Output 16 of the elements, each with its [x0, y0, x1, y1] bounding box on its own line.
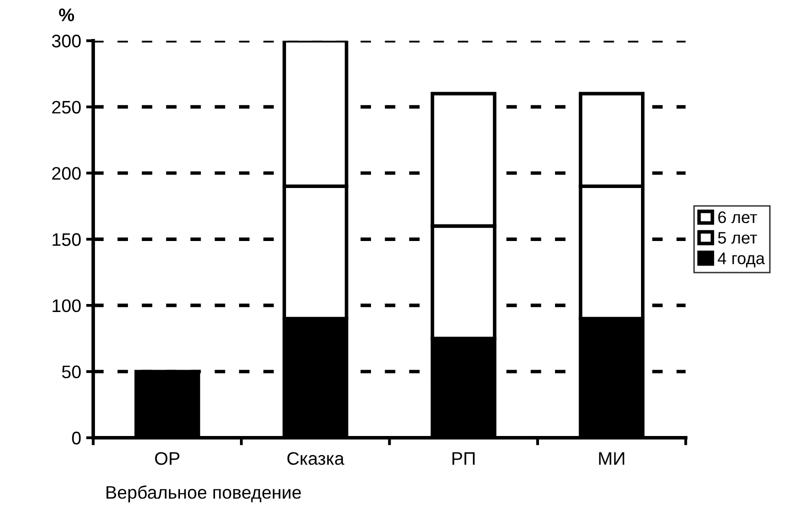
- y-tick-label: 0: [72, 432, 81, 444]
- legend-label: 4 года: [718, 252, 765, 268]
- x-axis-title: Вербальное поведение: [106, 485, 301, 502]
- y-tick-label: 200: [52, 166, 81, 180]
- legend-label: 5 лет: [718, 232, 758, 244]
- y-tick-label: 300: [52, 34, 81, 48]
- x-tick-label: РП: [452, 452, 475, 465]
- x-tick-label: Сказка: [287, 452, 344, 465]
- x-tick-label: МИ: [599, 452, 624, 465]
- legend-label: 6 лет: [718, 211, 758, 224]
- y-axis-title: %: [58, 8, 74, 22]
- y-tick-label: 50: [62, 366, 81, 378]
- y-tick-label: 100: [52, 299, 81, 312]
- y-tick-label: 250: [52, 100, 81, 114]
- y-tick-label: 150: [52, 233, 81, 246]
- x-tick-label: ОР: [155, 452, 180, 465]
